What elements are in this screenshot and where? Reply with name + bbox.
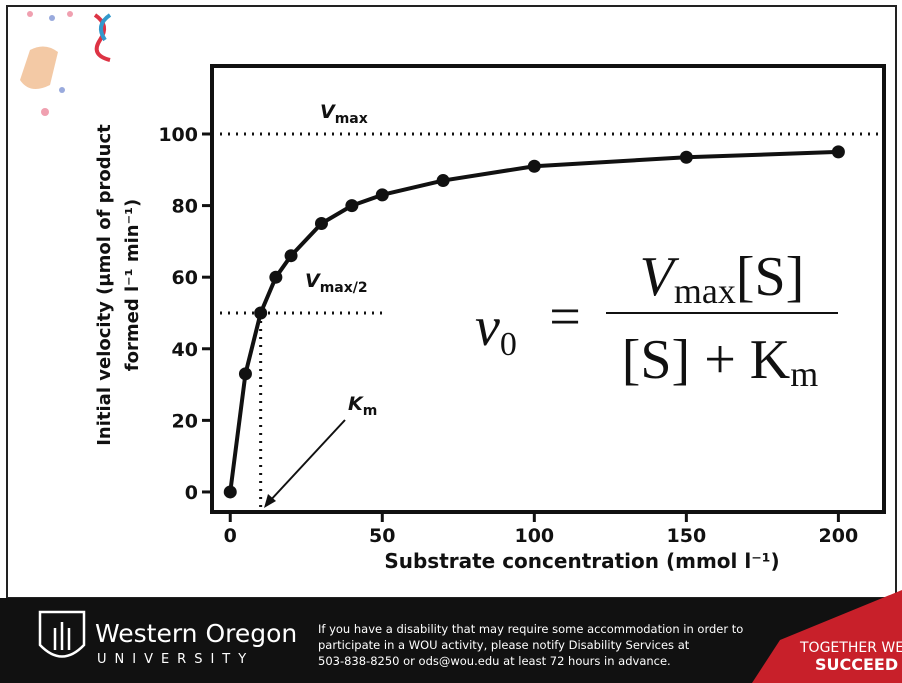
point bbox=[679, 150, 693, 164]
x-tick-label: 150 bbox=[667, 525, 707, 547]
footer-notice: participate in a WOU activity, please no… bbox=[318, 638, 690, 652]
x-tick-label: 100 bbox=[514, 525, 554, 547]
point bbox=[238, 367, 252, 381]
y-tick-label: 100 bbox=[158, 124, 198, 146]
x-tick-label: 50 bbox=[369, 525, 395, 547]
annotation-main: K bbox=[348, 393, 364, 415]
km-arrow bbox=[264, 419, 346, 508]
point bbox=[284, 249, 298, 263]
eq-part: V bbox=[640, 246, 680, 308]
logo bbox=[38, 610, 86, 658]
x-tick-label: 200 bbox=[819, 525, 859, 547]
annotation: Km bbox=[348, 393, 377, 419]
eq-part: [S] bbox=[736, 246, 804, 308]
slogan: TOGETHER WE bbox=[799, 640, 902, 656]
y-tick-label: 40 bbox=[172, 339, 198, 361]
y-tick-label: 0 bbox=[185, 482, 198, 504]
point bbox=[254, 306, 268, 320]
footer-band bbox=[0, 598, 902, 683]
decor bbox=[20, 11, 112, 116]
point bbox=[223, 485, 237, 499]
plot-frame bbox=[210, 64, 886, 514]
equation-denominator: [S] + Km bbox=[622, 329, 818, 394]
y-tick-label: 80 bbox=[172, 196, 198, 218]
point bbox=[375, 188, 389, 202]
footer-notice: 503-838-8250 or ods@wou.edu at least 72 … bbox=[318, 654, 671, 668]
point bbox=[269, 270, 283, 284]
y-axis-label: Initial velocity (μmol of product bbox=[94, 124, 115, 446]
annotation-sub: max bbox=[335, 111, 368, 127]
annotation-sub: m bbox=[363, 403, 378, 419]
slogan: SUCCEED bbox=[815, 655, 898, 674]
x-axis-label: Substrate concentration (mmol l⁻¹) bbox=[384, 549, 779, 573]
y-axis-label: formed l⁻¹ min⁻¹) bbox=[122, 199, 143, 371]
annotation: Vmax/2 bbox=[305, 270, 368, 296]
slogan-band bbox=[752, 590, 902, 683]
point bbox=[436, 174, 450, 188]
footer-subname: UNIVERSITY bbox=[97, 652, 254, 667]
point bbox=[831, 145, 845, 159]
eq-part: 0 bbox=[500, 326, 517, 363]
annotation: Vmax bbox=[320, 101, 368, 127]
slide-frame bbox=[6, 5, 897, 599]
annotation-main: V bbox=[320, 101, 336, 123]
point bbox=[314, 216, 328, 230]
equation-lhs: v0 bbox=[475, 296, 517, 363]
x-tick-label: 0 bbox=[224, 525, 237, 547]
eq-part: [S] + K bbox=[622, 329, 790, 391]
y-tick-label: 20 bbox=[172, 410, 198, 432]
curve bbox=[228, 149, 839, 493]
point bbox=[345, 199, 359, 213]
y-tick-label: 60 bbox=[172, 267, 198, 289]
point bbox=[527, 159, 541, 173]
footer-notice: If you have a disability that may requir… bbox=[318, 622, 743, 636]
annotation-main: V bbox=[305, 270, 321, 292]
equation-equals: = bbox=[549, 286, 581, 348]
equation-numerator: Vmax[S] bbox=[640, 246, 805, 311]
eq-part: m bbox=[790, 354, 818, 394]
annotation-sub: max/2 bbox=[320, 280, 368, 296]
eq-part: max bbox=[674, 271, 736, 311]
eq-part: v bbox=[475, 296, 500, 358]
footer-name: Western Oregon bbox=[95, 619, 297, 648]
